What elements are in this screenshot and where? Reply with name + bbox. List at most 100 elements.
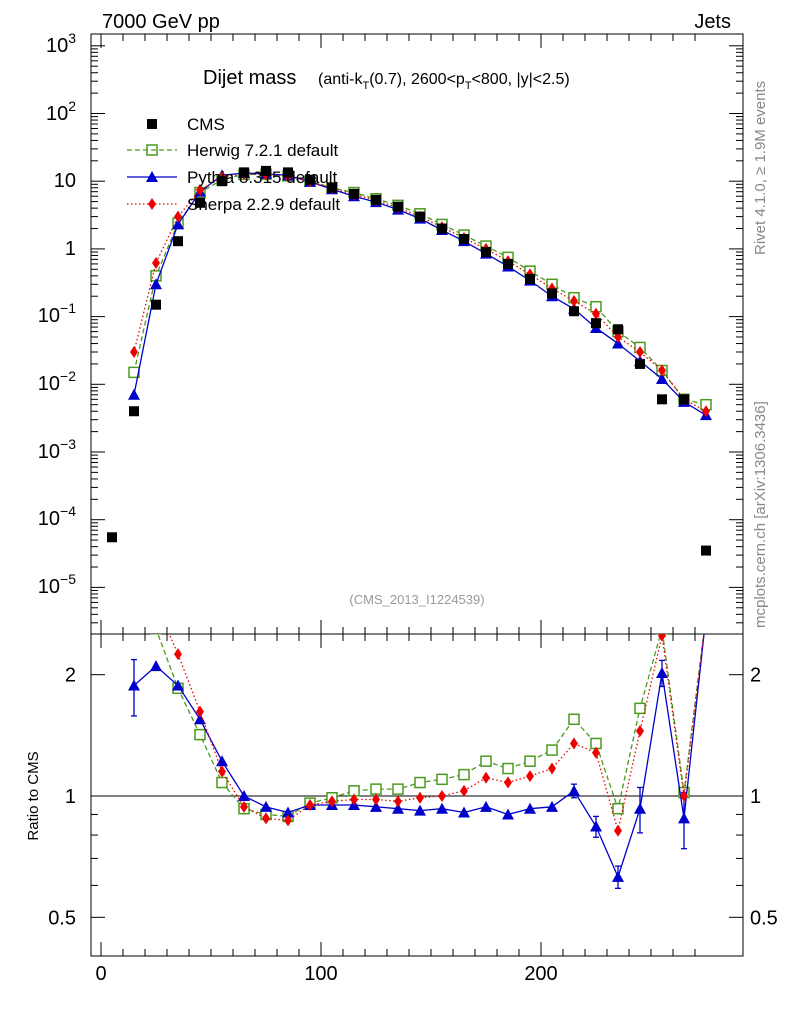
- pythia-point: [656, 372, 668, 384]
- legend-entry-pythia: Pythia 8.315 default: [127, 168, 338, 187]
- herwig-point: [129, 599, 139, 609]
- legend-entry-sherpa: Sherpa 2.2.9 default: [127, 195, 340, 214]
- cms-point: [151, 299, 161, 310]
- sherpa-point: [702, 405, 710, 418]
- pythia-point: [260, 800, 272, 812]
- sherpa-point: [218, 765, 226, 778]
- main-y-tick-labels: 103 102 10 1 10−1 10−2 10−3 10−4 10−5: [38, 30, 76, 598]
- title-main: Dijet mass: [203, 67, 296, 89]
- sherpa-point: [482, 771, 490, 784]
- legend-label-herwig: Herwig 7.2.1 default: [187, 141, 338, 160]
- cms-point: [305, 174, 315, 185]
- pythia-point: [458, 806, 470, 818]
- x-tick-label: 200: [524, 963, 557, 985]
- pythia-point: [590, 820, 602, 832]
- herwig-point: [656, 634, 668, 635]
- legend-label-sherpa: Sherpa 2.2.9 default: [187, 195, 340, 214]
- cms-point: [591, 318, 601, 329]
- sherpa-point: [614, 824, 622, 837]
- sherpa-point: [416, 791, 424, 804]
- cms-point: [679, 394, 689, 405]
- cms-point: [371, 194, 381, 205]
- ratio-line-pythia: [133, 634, 705, 879]
- chart-title: Dijet mass (anti-kT(0.7), 2600<pT<800, |…: [203, 67, 570, 92]
- cms-point: [503, 258, 513, 269]
- sherpa-point: [658, 634, 666, 642]
- legend-marker-cms: [147, 119, 157, 129]
- sherpa-point: [350, 793, 358, 806]
- sherpa-point: [372, 793, 380, 806]
- herwig-point: [194, 728, 206, 741]
- ratio-y-tick-label-left: 1: [65, 786, 76, 808]
- cms-point: [547, 288, 557, 299]
- herwig-point: [524, 755, 536, 767]
- cms-point: [283, 167, 293, 178]
- pythia-point: [480, 800, 492, 812]
- cms-point: [261, 165, 271, 176]
- herwig-point: [701, 611, 711, 621]
- herwig-point: [568, 713, 580, 726]
- cms-point: [217, 176, 227, 187]
- sherpa-point: [130, 586, 138, 598]
- sherpa-point: [526, 770, 534, 783]
- x-tick-labels: 0 100 200: [95, 963, 557, 985]
- sherpa-point: [636, 345, 644, 358]
- pythia-point: [612, 870, 624, 882]
- pythia-point: [656, 666, 668, 678]
- pythia-point: [546, 800, 558, 812]
- pythia-point: [634, 802, 646, 814]
- cms-point: [327, 182, 337, 193]
- herwig-point: [634, 702, 646, 715]
- y-tick-label-1e-1: 10−1: [38, 300, 76, 327]
- main-series-layer: [107, 165, 712, 556]
- sherpa-point: [592, 746, 600, 759]
- cms-point: [569, 306, 579, 317]
- x-tick-label: 0: [95, 963, 106, 985]
- sherpa-point: [570, 294, 578, 307]
- herwig-point: [216, 776, 228, 789]
- cms-point: [107, 532, 117, 543]
- sherpa-point: [702, 610, 710, 622]
- sherpa-point: [438, 790, 446, 802]
- y-tick-label-1e-3: 10−3: [38, 436, 76, 463]
- main-line-herwig: [133, 173, 707, 406]
- legend-entry-cms: CMS: [147, 115, 225, 134]
- herwig-point: [546, 744, 558, 756]
- cms-point: [459, 234, 469, 245]
- legend-label-cms: CMS: [187, 115, 225, 134]
- sherpa-point: [306, 798, 314, 811]
- ratio-y-tick-labels: 2 2 1 1 0.5 0.5: [48, 665, 778, 930]
- herwig-point: [370, 783, 382, 795]
- y-tick-label-1e2: 102: [46, 98, 76, 125]
- cms-point: [393, 201, 403, 212]
- cms-point: [613, 324, 623, 335]
- cms-point: [437, 223, 447, 234]
- herwig-point: [458, 768, 470, 781]
- herwig-point: [150, 634, 162, 635]
- herwig-point: [436, 773, 448, 786]
- sherpa-point: [460, 784, 468, 797]
- cms-point: [657, 394, 667, 405]
- legend-marker-sherpa: [148, 198, 156, 210]
- sherpa-point: [636, 724, 644, 737]
- legend-label-pythia: Pythia 8.315 default: [187, 168, 338, 187]
- pythia-point: [568, 784, 580, 796]
- watermark: (CMS_2013_I1224539): [349, 592, 484, 607]
- ratio-y-tick-label-left: 2: [65, 665, 76, 687]
- pythia-point: [370, 800, 382, 812]
- cms-point: [239, 167, 249, 178]
- y-tick-label-1: 1: [65, 238, 76, 260]
- cms-point: [481, 246, 491, 257]
- sherpa-point: [680, 790, 688, 802]
- x-axis-ticks: [100, 34, 696, 956]
- legend-marker-herwig: [146, 144, 158, 156]
- ratio-series-layer: [128, 586, 711, 889]
- sherpa-point: [196, 705, 204, 718]
- sherpa-point: [262, 812, 270, 825]
- mcplots-label: mcplots.cern.ch [arXiv:1306.3436]: [752, 401, 769, 628]
- ratio-line-sherpa: [168, 634, 705, 831]
- y-tick-label-1e3: 103: [46, 30, 76, 57]
- sherpa-point: [570, 737, 578, 750]
- herwig-point: [480, 755, 492, 767]
- sherpa-point: [284, 814, 292, 827]
